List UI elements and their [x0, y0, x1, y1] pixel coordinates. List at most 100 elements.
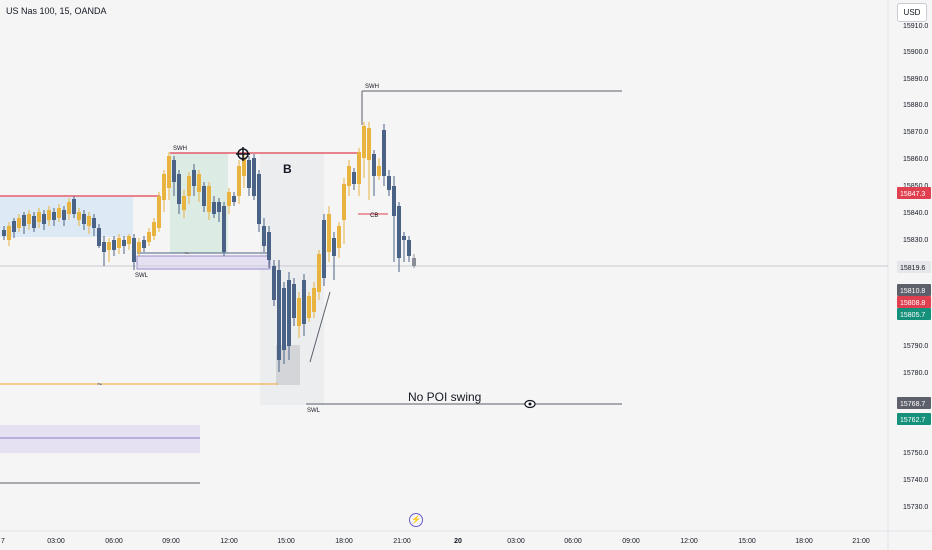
candle [327, 206, 331, 262]
candle [222, 202, 226, 256]
candle [367, 122, 371, 200]
candle [357, 148, 361, 196]
candle [132, 234, 136, 270]
candle [197, 170, 201, 202]
candle [122, 236, 126, 254]
candle [282, 282, 286, 364]
tilde-mid: ~ [184, 248, 189, 258]
candle [322, 214, 326, 286]
time-tick: 7 [1, 538, 5, 545]
price-tick: 15910.0 [903, 23, 928, 30]
time-tick: 03:00 [507, 538, 525, 545]
candle [107, 238, 111, 262]
candle [167, 152, 171, 200]
swl-bottom-label: SWL [307, 408, 321, 414]
currency-button[interactable]: USD [897, 3, 927, 22]
candle [352, 168, 356, 190]
candle [232, 192, 236, 206]
candle [292, 278, 296, 326]
time-tick: 09:00 [162, 538, 180, 545]
price-badge: 15805.7 [897, 308, 931, 320]
purple-zone-bottom [0, 425, 200, 453]
purple-zone-mid [136, 255, 271, 270]
candle [337, 222, 341, 258]
candle [397, 202, 401, 272]
price-badge: 15847.3 [897, 187, 931, 199]
candle [362, 122, 366, 178]
candle [242, 154, 246, 188]
candle [172, 156, 176, 196]
price-tick: 15830.0 [903, 237, 928, 244]
time-tick: 18:00 [795, 538, 813, 545]
candle [342, 178, 346, 244]
price-tick: 15890.0 [903, 76, 928, 83]
candle [392, 176, 396, 262]
price-tick: 15840.0 [903, 210, 928, 217]
candle [147, 228, 151, 246]
price-badge: 15808.8 [897, 296, 931, 308]
candle [402, 232, 406, 262]
time-tick: 09:00 [622, 538, 640, 545]
candle [217, 198, 221, 222]
svg-text:15805.7: 15805.7 [900, 312, 925, 319]
candle [207, 182, 211, 220]
price-tick: 15740.0 [903, 477, 928, 484]
svg-text:15810.8: 15810.8 [900, 288, 925, 295]
candle [277, 260, 281, 372]
price-tick: 15730.0 [903, 504, 928, 511]
trend-line [309, 291, 331, 363]
price-badges: 15847.3 15819.6 15810.8 15808.8 15805.7 15768… [897, 187, 931, 425]
candle [77, 208, 81, 226]
time-tick: 12:00 [680, 538, 698, 545]
price-badge: 15768.7 [897, 397, 931, 409]
no-poi-label: No POI swing [408, 390, 481, 404]
candle [17, 214, 21, 232]
price-tick: 15870.0 [903, 129, 928, 136]
eye-icon[interactable] [524, 399, 536, 409]
candle [42, 210, 46, 230]
time-tick: 15:00 [738, 538, 756, 545]
time-tick: 12:00 [220, 538, 238, 545]
candle [152, 218, 156, 240]
candle [247, 156, 251, 196]
price-badge: 15819.6 [897, 261, 931, 273]
candle [267, 226, 271, 268]
price-tick: 15780.0 [903, 370, 928, 377]
candle [182, 190, 186, 218]
time-axis[interactable]: 7 03:00 06:00 09:00 12:00 15:00 18:00 21:00 20 03… [1, 538, 870, 545]
candle [157, 192, 161, 232]
cb-label: CB [370, 213, 378, 219]
candle [47, 206, 51, 226]
time-tick: 20 [454, 538, 462, 545]
candle [72, 196, 76, 218]
candle [347, 160, 351, 196]
b-label: B [283, 162, 292, 176]
candle [332, 232, 336, 280]
candle [82, 210, 86, 230]
svg-text:15762.7: 15762.7 [900, 417, 925, 424]
candle [67, 198, 71, 220]
candle [192, 164, 196, 196]
candle [272, 260, 276, 306]
time-tick: 21:00 [852, 538, 870, 545]
candle [97, 224, 101, 248]
candle [102, 236, 106, 266]
tilde-orange: ~ [97, 379, 102, 389]
candle [7, 222, 11, 246]
svg-text:15847.3: 15847.3 [900, 191, 925, 198]
candle [382, 124, 386, 186]
candle [32, 212, 36, 232]
blue-zone [0, 197, 133, 237]
target-icon[interactable] [236, 147, 250, 161]
candle [287, 272, 291, 360]
lightning-icon[interactable]: ⚡ [409, 513, 423, 527]
candle [377, 158, 381, 180]
candle [137, 238, 141, 256]
time-tick: 18:00 [335, 538, 353, 545]
candle [12, 218, 16, 238]
candle [307, 292, 311, 322]
svg-text:15819.6: 15819.6 [900, 265, 925, 272]
candle [27, 210, 31, 230]
candle [92, 214, 96, 236]
